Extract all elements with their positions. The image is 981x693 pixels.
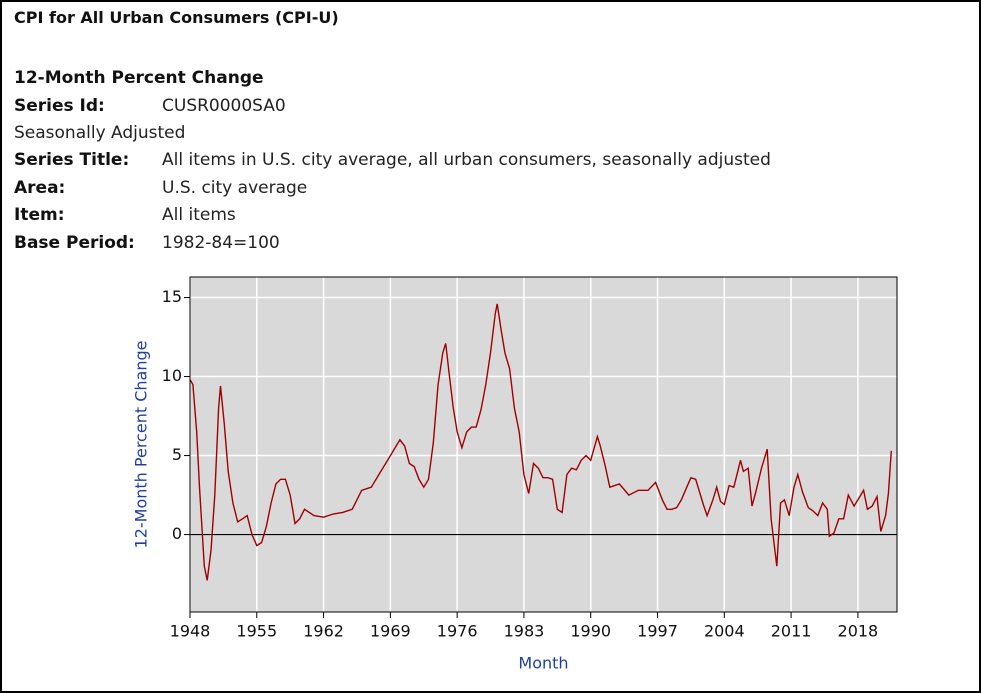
x-tick-label: 1955 (236, 622, 277, 641)
field-value: All items in U.S. city average, all urba… (162, 150, 771, 170)
x-axis-label: Month (518, 654, 568, 673)
x-tick-label: 1962 (303, 622, 344, 641)
x-tick-label: 2011 (771, 622, 812, 641)
x-tick-label: 1997 (637, 622, 678, 641)
field-label: Series Title: (14, 150, 130, 170)
y-tick-label: 15 (162, 287, 182, 306)
field-value: CUSR0000SA0 (162, 96, 286, 116)
y-tick-label: 10 (162, 366, 182, 385)
field-value: 1982-84=100 (162, 233, 280, 253)
field-note: Seasonally Adjusted (14, 123, 186, 143)
x-tick-label: 2004 (704, 622, 745, 641)
x-tick-label: 1948 (170, 622, 211, 641)
x-tick-label: 1983 (504, 622, 545, 641)
section-heading: 12-Month Percent Change (14, 68, 264, 88)
y-tick-label: 5 (172, 445, 182, 464)
data-line (189, 303, 892, 581)
field-label: Item: (14, 205, 65, 225)
y-axis-label: 12-Month Percent Change (132, 341, 151, 549)
field-value: All items (162, 205, 236, 225)
field-label: Area: (14, 178, 66, 198)
plot-frame (189, 276, 898, 613)
field-label: Series Id: (14, 96, 105, 116)
x-tick-label: 2018 (838, 622, 879, 641)
y-tick-label: 0 (172, 524, 182, 543)
field-value: U.S. city average (162, 178, 308, 198)
plot-area (190, 277, 897, 612)
x-tick-label: 1990 (570, 622, 611, 641)
page-title: CPI for All Urban Consumers (CPI-U) (14, 8, 339, 27)
x-tick-label: 1976 (437, 622, 478, 641)
x-tick-label: 1969 (370, 622, 411, 641)
field-label: Base Period: (14, 233, 135, 253)
